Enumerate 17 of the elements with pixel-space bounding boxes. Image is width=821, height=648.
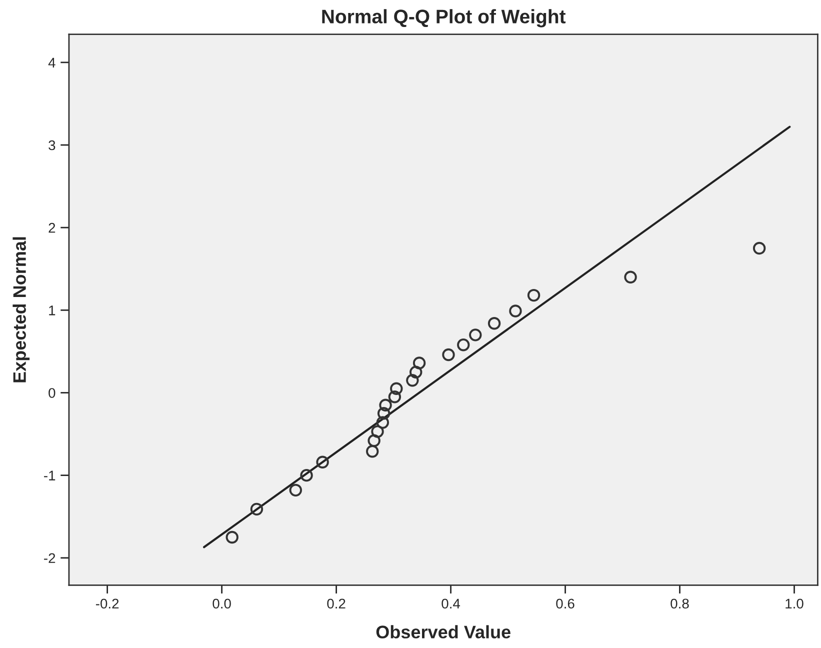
x-tick-label: 1.0 [786,598,804,609]
y-axis-title: Expected Normal [12,237,30,382]
x-tick-label: 0.0 [212,598,231,609]
x-tick-label: 0.2 [327,598,346,609]
y-tick-label: 0 [48,388,56,398]
y-tick-label: 1 [49,306,56,316]
y-tick-label: 4 [48,58,56,68]
x-axis-title: Observed Value [376,625,510,638]
x-tick-label: 0.8 [670,598,689,609]
x-tick-label: -0.2 [96,598,119,609]
x-tick-label: 0.4 [442,598,460,609]
y-tick-label: -1 [44,470,56,480]
chart-title: Normal Q-Q Plot of Weight [322,9,566,28]
y-tick-label: 3 [48,140,56,150]
y-tick-label: 2 [48,222,56,233]
y-tick-label: -2 [44,553,56,563]
x-tick-label: 0.6 [556,598,574,609]
